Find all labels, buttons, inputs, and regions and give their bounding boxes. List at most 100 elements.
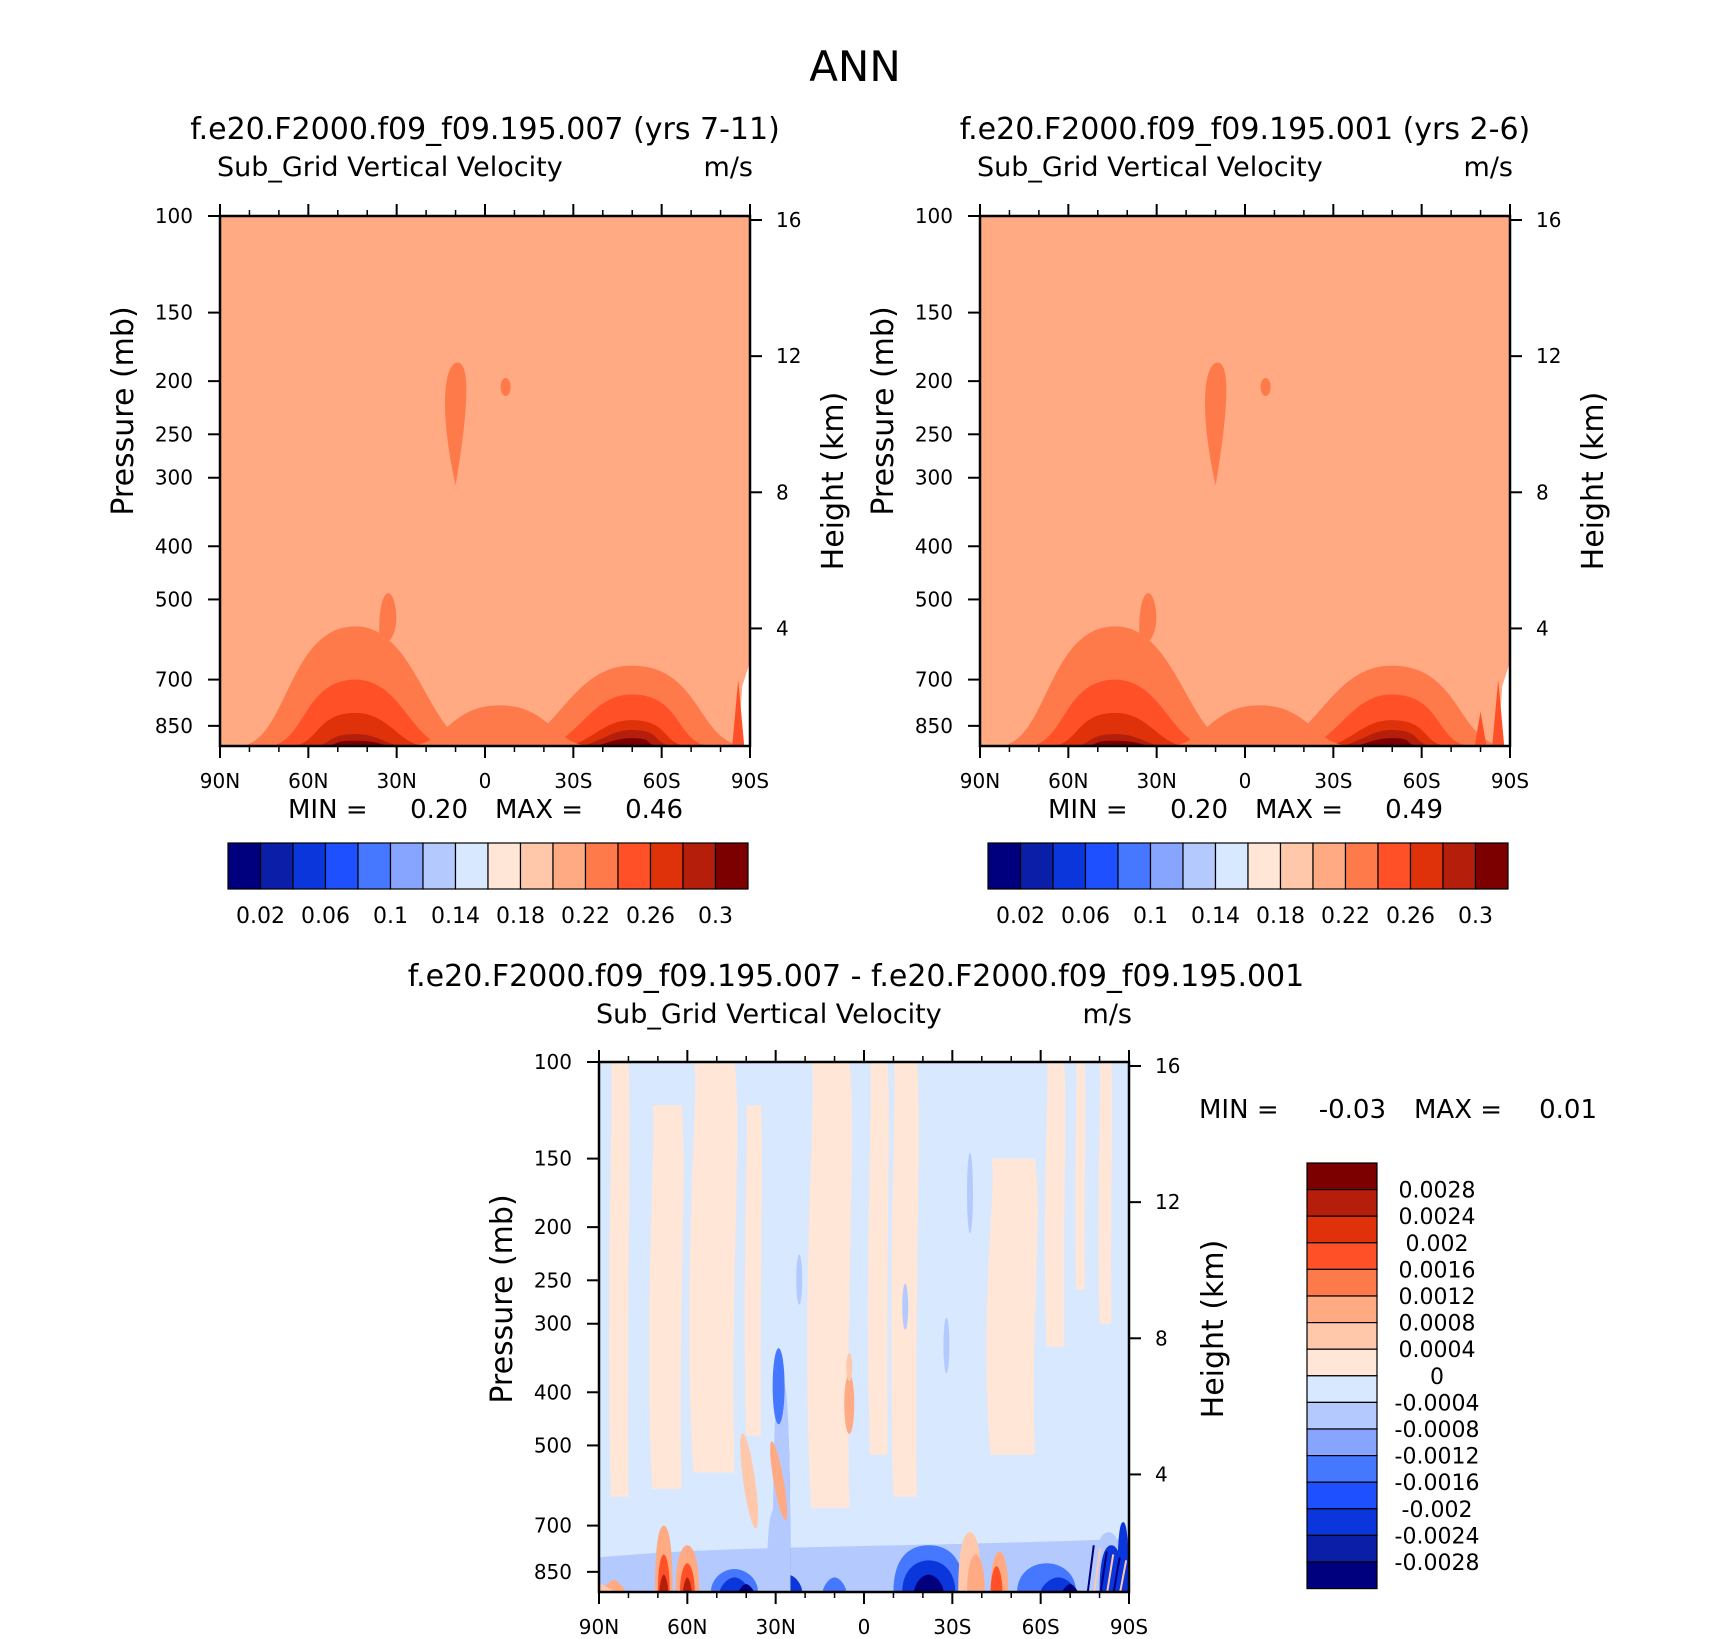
polar-squiggle-1 — [1093, 1548, 1102, 1592]
panel-diff-units: m/s — [1083, 999, 1132, 1030]
eq-contour — [411, 705, 589, 746]
panel-2-max-label: MAX = — [1255, 795, 1343, 825]
colorbar-label: 0.02 — [236, 904, 285, 929]
pos-band-2 — [689, 1062, 738, 1473]
panel-1-colorbar: 0.02 0.06 0.1 0.14 0.18 0.22 0.26 0.3 — [227, 842, 749, 929]
y-tick-label: 200 — [534, 1215, 572, 1239]
y-tick-label: 400 — [915, 534, 953, 558]
colorbar-label: 0.22 — [1321, 904, 1370, 929]
x-tick-label: 90S — [1491, 769, 1529, 793]
neg-thin-2 — [943, 1317, 950, 1374]
panel-1-field — [220, 216, 750, 746]
colorbar-box — [1306, 1242, 1378, 1271]
x-tick-label: 60S — [1022, 1615, 1060, 1639]
neg-blob-10 — [1061, 1584, 1079, 1592]
colorbar-box — [324, 842, 359, 890]
colorbar-box — [1306, 1215, 1378, 1244]
panel-diff-axes: 90N 60N 30N 0 30S 60S 90S 100 150 200 250 300 400 500… — [534, 1050, 1180, 1639]
colorbar-label: -0.0004 — [1395, 1391, 1480, 1416]
colorbar-label: 0.02 — [996, 904, 1045, 929]
panel-diff-min-label: MIN = — [1199, 1095, 1279, 1125]
pos-band-6 — [891, 1062, 919, 1497]
panel-1-title: f.e20.F2000.f09_f09.195.007 (yrs 7-11) — [190, 112, 780, 147]
colorbar-box — [1344, 842, 1379, 890]
y-tick-label: 250 — [155, 422, 193, 446]
colorbar-box — [1306, 1508, 1378, 1536]
colorbar-box — [1019, 842, 1054, 890]
mid-plume — [1139, 593, 1157, 647]
y-tick-label: 200 — [915, 369, 953, 393]
y-tick-label: 300 — [534, 1312, 572, 1336]
field-background — [220, 216, 750, 746]
pos-streak-c — [844, 1373, 855, 1434]
neg-thin-1 — [902, 1283, 909, 1330]
colorbar-label: 0.0008 — [1399, 1312, 1476, 1337]
panel-2-ylabel-right: Height (km) — [1576, 392, 1611, 571]
colorbar-box — [519, 842, 554, 890]
x-tick-label: 0 — [858, 1615, 871, 1639]
x-tick-label: 30N — [376, 769, 416, 793]
y-right-tick-label: 8 — [1536, 480, 1549, 504]
colorbar-label: -0.0024 — [1395, 1524, 1480, 1549]
colorbar-label: 0.0024 — [1399, 1205, 1476, 1230]
x-tick-label: 60N — [667, 1615, 707, 1639]
y-tick-label: 400 — [534, 1380, 572, 1404]
colorbar-box — [1306, 1322, 1378, 1350]
x-tick-label: 60S — [1403, 769, 1441, 793]
colorbar-box — [1306, 1561, 1378, 1590]
colorbar-label: 0.0004 — [1399, 1338, 1476, 1363]
colorbar-label: 0.0012 — [1399, 1285, 1476, 1310]
pos-blob-5 — [682, 1577, 692, 1592]
panel-2-variable: Sub_Grid Vertical Velocity — [977, 152, 1323, 183]
polar-streak-2 — [1474, 711, 1487, 746]
colorbar-label: 0.06 — [301, 904, 350, 929]
pos-band-9 — [1075, 1062, 1086, 1290]
neg-blob-7 — [914, 1574, 944, 1592]
y-tick-label: 300 — [915, 466, 953, 490]
panel-1-axes: 90N 60N 30N 0 30S 60S 90S 100 150 200 250 300 400 500… — [155, 204, 801, 793]
colorbar-box — [1084, 842, 1119, 890]
colorbar-box — [389, 842, 424, 890]
colorbar-box — [682, 842, 717, 890]
colorbar-box — [1409, 842, 1444, 890]
colorbar-box — [1306, 1401, 1378, 1430]
colorbar-box — [1312, 842, 1347, 890]
x-tick-label: 0 — [479, 769, 492, 793]
pos-band-8 — [1044, 1062, 1066, 1347]
pos-band-10 — [1098, 1062, 1113, 1324]
y-right-tick-label: 12 — [1155, 1190, 1180, 1214]
panel-1-ylabel: Pressure (mb) — [106, 306, 141, 515]
panel-diff-max-value: 0.01 — [1539, 1095, 1597, 1125]
colorbar-box — [357, 842, 392, 890]
polar-squiggle-2 — [1099, 1551, 1108, 1592]
upper-tongue — [445, 362, 467, 486]
nh-contour-7 — [328, 740, 388, 746]
neg-streak-mid — [772, 1348, 785, 1425]
colorbar-box — [1247, 842, 1282, 890]
panel-1-units: m/s — [704, 152, 753, 183]
colorbar-label: 0.0028 — [1399, 1179, 1476, 1204]
colorbar-label: 0.26 — [626, 904, 675, 929]
colorbar-box — [1442, 842, 1477, 890]
colorbar-box — [259, 842, 294, 890]
colorbar-box — [987, 842, 1022, 890]
colorbar-label: -0.0028 — [1395, 1551, 1480, 1576]
y-right-tick-label: 4 — [1155, 1462, 1168, 1486]
upper-spot — [500, 378, 511, 397]
panel-2: f.e20.F2000.f09_f09.195.001 (yrs 2-6) Su… — [866, 112, 1611, 929]
panel-2-axes: 90N 60N 30N 0 30S 60S 90S 100 150 200 250 300 400 500… — [915, 204, 1561, 793]
colorbar-box — [422, 842, 457, 890]
colorbar-label: 0.002 — [1406, 1232, 1469, 1257]
y-tick-label: 150 — [915, 301, 953, 325]
pos-streak-b — [770, 1441, 788, 1521]
colorbar-label: 0.18 — [1256, 904, 1305, 929]
page-title: ANN — [809, 42, 901, 91]
y-tick-label: 700 — [534, 1514, 572, 1538]
neg-thin-3 — [967, 1152, 973, 1234]
colorbar-label: -0.0008 — [1395, 1418, 1480, 1443]
colorbar-box — [1474, 842, 1509, 890]
colorbar-box — [1279, 842, 1314, 890]
polar-streak — [732, 679, 745, 746]
pos-band-4 — [807, 1062, 852, 1508]
polar-squiggle-0 — [1086, 1545, 1095, 1592]
